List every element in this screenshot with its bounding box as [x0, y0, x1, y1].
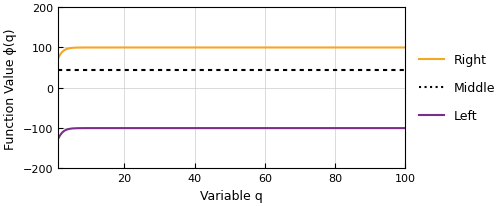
Right [194, 47, 200, 49]
Right [196, 47, 202, 49]
Line: Right: Right [58, 48, 406, 59]
Left [332, 127, 338, 130]
Middle [326, 69, 332, 71]
Left [294, 127, 300, 130]
Right [208, 47, 214, 49]
Left [55, 138, 61, 140]
Middle [294, 69, 300, 71]
Left [90, 127, 96, 130]
Right [326, 47, 332, 49]
Line: Left: Left [58, 129, 406, 139]
Middle [208, 69, 214, 71]
Left [190, 127, 196, 130]
Left [196, 127, 202, 130]
Legend: Right, Middle, Left: Right, Middle, Left [418, 54, 495, 123]
X-axis label: Variable q: Variable q [200, 189, 263, 202]
Middle [332, 69, 338, 71]
Middle [402, 69, 408, 71]
Middle [90, 69, 96, 71]
Left [208, 127, 214, 130]
Middle [196, 69, 202, 71]
Right [90, 47, 96, 49]
Left [326, 127, 332, 130]
Right [55, 58, 61, 60]
Right [332, 47, 338, 49]
Right [402, 47, 408, 49]
Middle [55, 69, 61, 71]
Right [294, 47, 300, 49]
Y-axis label: Function Value ϕ(q): Function Value ϕ(q) [4, 28, 17, 149]
Left [402, 127, 408, 130]
